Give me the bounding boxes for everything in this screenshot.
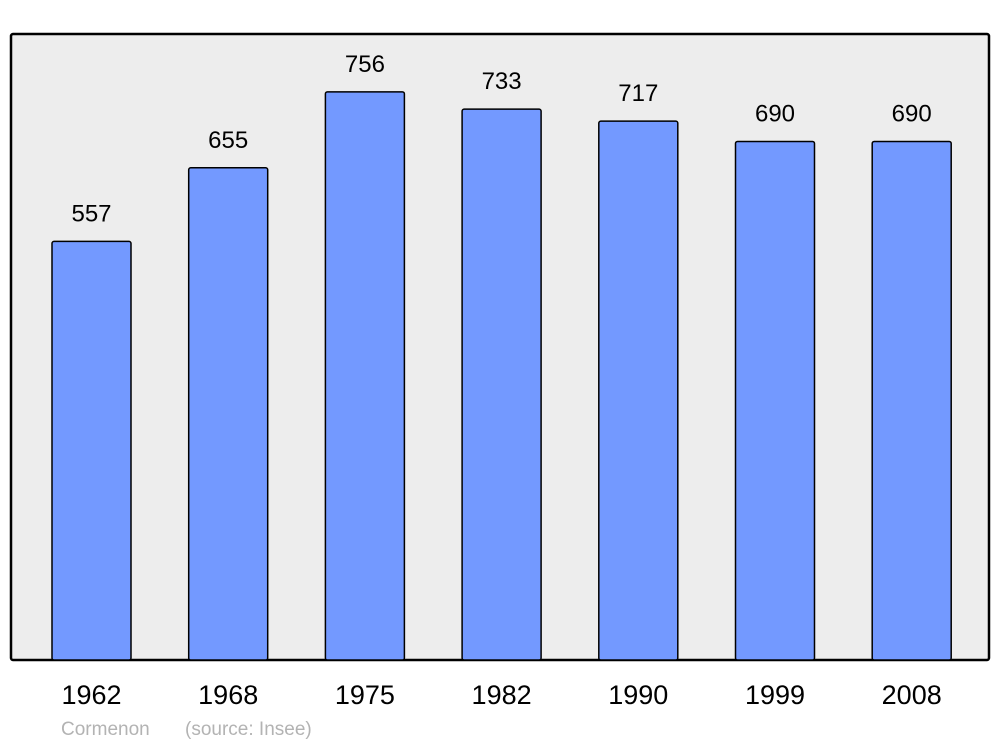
data-label-1975: 756 — [345, 51, 385, 78]
bar-1990 — [598, 120, 679, 661]
data-label-2008: 690 — [892, 100, 932, 127]
bar-1968 — [187, 167, 269, 661]
x-tick-label-1975: 1975 — [335, 680, 395, 710]
footer-source: (source: Insee) — [185, 719, 312, 740]
data-label-1999: 690 — [755, 100, 795, 127]
bar-1999 — [734, 140, 816, 661]
data-label-1990: 717 — [618, 80, 658, 107]
x-tick-label-1990: 1990 — [608, 680, 668, 710]
bar-2008 — [871, 140, 952, 661]
x-tick-label-1999: 1999 — [745, 680, 805, 710]
x-tick-label-1962: 1962 — [61, 680, 121, 710]
x-tick-label-1982: 1982 — [472, 680, 532, 710]
x-tick-label-2008: 2008 — [882, 680, 942, 710]
data-label-1962: 557 — [71, 200, 111, 227]
footer-place: Cormenon — [61, 719, 150, 740]
bar-1962 — [51, 240, 132, 661]
x-tick-label-1968: 1968 — [198, 680, 258, 710]
data-label-1968: 655 — [208, 127, 248, 154]
bar-1975 — [324, 91, 406, 661]
bar-1982 — [461, 108, 542, 661]
data-label-1982: 733 — [482, 68, 522, 95]
